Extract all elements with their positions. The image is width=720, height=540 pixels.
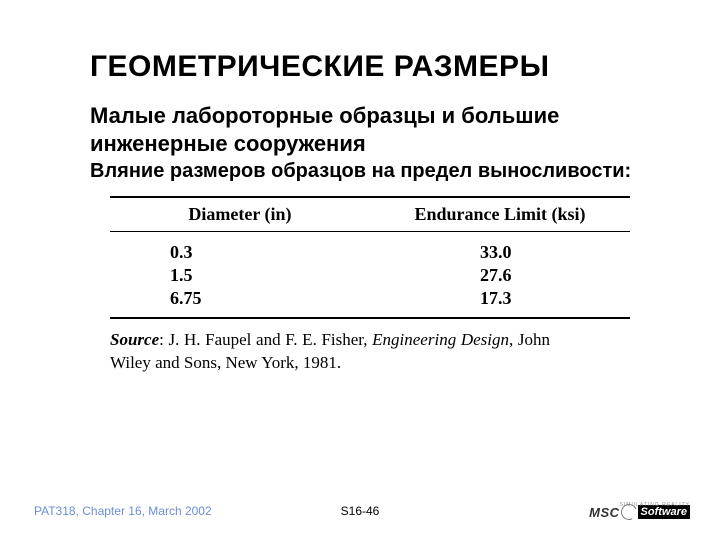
cell-diameter: 0.3 xyxy=(110,232,370,265)
cell-diameter: 6.75 xyxy=(110,287,370,318)
source-book-title: Engineering Design xyxy=(372,330,509,349)
data-table: Diameter (in) Endurance Limit (ksi) 0.3 … xyxy=(110,196,630,319)
subtitle-primary: Малые лабороторные образцы и большие инж… xyxy=(90,102,650,157)
table-header-endurance: Endurance Limit (ksi) xyxy=(370,197,630,232)
table-header-diameter: Diameter (in) xyxy=(110,197,370,232)
cell-diameter: 1.5 xyxy=(110,264,370,287)
page-title: ГЕОМЕТРИЧЕСКИЕ РАЗМЕРЫ xyxy=(90,50,650,84)
logo-msc-text: MSC xyxy=(589,505,619,520)
cell-endurance: 27.6 xyxy=(370,264,630,287)
table-header-row: Diameter (in) Endurance Limit (ksi) xyxy=(110,197,630,232)
footer-left-text: PAT318, Chapter 16, March 2002 xyxy=(34,504,212,518)
table-row: 0.3 33.0 xyxy=(110,232,630,265)
cell-endurance: 17.3 xyxy=(370,287,630,318)
source-text-before: : J. H. Faupel and F. E. Fisher, xyxy=(159,330,372,349)
footer-page-number: S16-46 xyxy=(341,504,380,518)
logo-tagline: SIMULATING REALITY xyxy=(620,502,690,508)
table-row: 1.5 27.6 xyxy=(110,264,630,287)
slide: ГЕОМЕТРИЧЕСКИЕ РАЗМЕРЫ Малые лабороторны… xyxy=(0,0,720,540)
table-row: 6.75 17.3 xyxy=(110,287,630,318)
source-label: Source xyxy=(110,330,159,349)
cell-endurance: 33.0 xyxy=(370,232,630,265)
data-table-container: Diameter (in) Endurance Limit (ksi) 0.3 … xyxy=(110,196,630,319)
source-citation: Source: J. H. Faupel and F. E. Fisher, E… xyxy=(110,329,550,375)
subtitle-secondary: Вляние размеров образцов на предел вынос… xyxy=(90,159,650,184)
slide-footer: PAT318, Chapter 16, March 2002 S16-46 MS… xyxy=(0,494,720,518)
